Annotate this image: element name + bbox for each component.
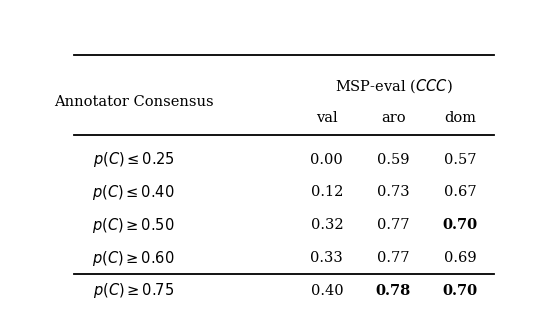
Text: $p(C) \geq 0.75$: $p(C) \geq 0.75$	[93, 282, 174, 301]
Text: 0.69: 0.69	[444, 251, 476, 265]
Text: 0.59: 0.59	[377, 153, 409, 167]
Text: $p(C) \geq 0.60$: $p(C) \geq 0.60$	[93, 249, 175, 268]
Text: 0.33: 0.33	[310, 251, 343, 265]
Text: 0.32: 0.32	[311, 218, 343, 232]
Text: 0.57: 0.57	[444, 153, 476, 167]
Text: 0.77: 0.77	[377, 251, 409, 265]
Text: 0.78: 0.78	[376, 284, 411, 298]
Text: $p(C) \leq 0.25$: $p(C) \leq 0.25$	[93, 150, 175, 169]
Text: 0.40: 0.40	[311, 284, 343, 298]
Text: 0.70: 0.70	[443, 218, 478, 232]
Text: $p(C) \leq 0.40$: $p(C) \leq 0.40$	[93, 183, 175, 202]
Text: 0.77: 0.77	[377, 218, 409, 232]
Text: MSP-eval ($\mathit{CCC}$): MSP-eval ($\mathit{CCC}$)	[335, 78, 452, 95]
Text: 0.70: 0.70	[443, 284, 478, 298]
Text: 0.73: 0.73	[377, 185, 410, 199]
Text: aro: aro	[381, 111, 406, 125]
Text: val: val	[316, 111, 338, 125]
Text: $p(C) \geq 0.50$: $p(C) \geq 0.50$	[93, 216, 175, 235]
Text: 0.67: 0.67	[444, 185, 476, 199]
Text: Annotator Consensus: Annotator Consensus	[54, 95, 213, 109]
Text: 0.00: 0.00	[310, 153, 343, 167]
Text: dom: dom	[444, 111, 476, 125]
Text: $p(C) \geq 0.90$: $p(C) \geq 0.90$	[93, 314, 175, 316]
Text: 0.12: 0.12	[311, 185, 343, 199]
